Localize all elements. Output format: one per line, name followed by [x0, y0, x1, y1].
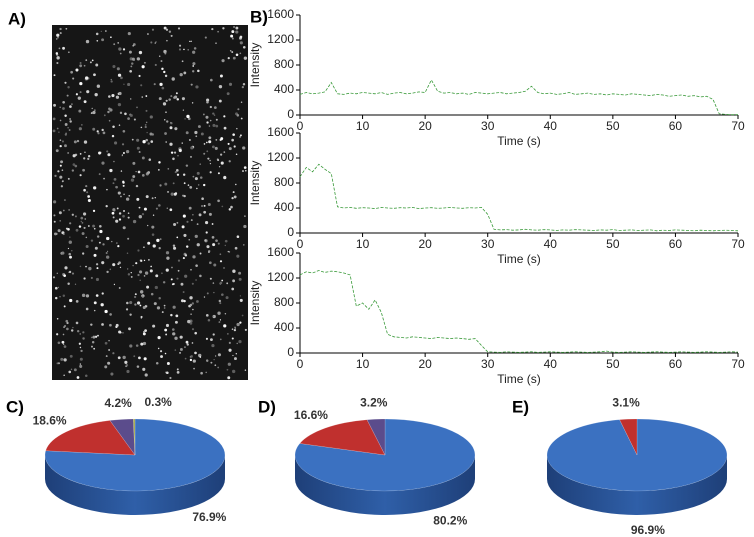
pie-side	[45, 455, 225, 515]
x-axis-label: Time (s)	[497, 134, 541, 148]
x-tick-label: 70	[731, 119, 745, 133]
panel-label: B)	[250, 7, 268, 26]
pie-label: 3.2%	[360, 395, 388, 409]
pie-label: 4.2%	[104, 396, 132, 410]
x-tick-label: 70	[731, 237, 745, 251]
trace	[299, 163, 739, 232]
y-tick-label: 400	[274, 320, 294, 334]
x-axis-label: Time (s)	[497, 252, 541, 266]
y-axis-label: Intensity	[248, 161, 262, 206]
x-tick-label: 40	[544, 357, 558, 371]
x-tick-label: 30	[481, 357, 495, 371]
x-tick-label: 20	[418, 119, 432, 133]
x-tick-label: 30	[481, 237, 495, 251]
x-tick-label: 60	[669, 357, 683, 371]
y-axis-label: Intensity	[248, 43, 262, 88]
pie-side	[295, 455, 475, 515]
pie-slice	[45, 420, 136, 456]
pie-label: 18.6%	[33, 414, 67, 428]
y-tick-label: 0	[287, 225, 294, 239]
pie-label: 96.9%	[631, 523, 665, 537]
y-tick-label: 1200	[267, 32, 294, 46]
x-tick-label: 0	[297, 119, 304, 133]
pie-slice	[133, 418, 136, 456]
x-tick-label: 40	[544, 119, 558, 133]
pie-slice	[44, 418, 226, 492]
y-tick-label: 0	[287, 345, 294, 359]
y-tick-label: 800	[274, 295, 294, 309]
x-tick-label: 40	[544, 237, 558, 251]
y-tick-label: 1600	[267, 125, 294, 139]
x-tick-label: 50	[606, 119, 620, 133]
x-tick-label: 10	[356, 237, 370, 251]
x-tick-label: 0	[297, 357, 304, 371]
x-tick-label: 10	[356, 119, 370, 133]
x-tick-label: 0	[297, 237, 304, 251]
trace	[299, 270, 739, 353]
y-tick-label: 1600	[267, 7, 294, 21]
pie-side	[547, 455, 727, 515]
x-tick-label: 50	[606, 357, 620, 371]
pie-slice	[294, 418, 476, 492]
panel-label: A)	[8, 9, 26, 28]
x-tick-label: 60	[669, 119, 683, 133]
y-tick-label: 1600	[267, 245, 294, 259]
y-tick-label: 1200	[267, 270, 294, 284]
x-tick-label: 70	[731, 357, 745, 371]
panel-label: C)	[6, 397, 24, 416]
panel-label: D)	[258, 397, 276, 416]
y-tick-label: 400	[274, 82, 294, 96]
y-axis-label: Intensity	[248, 281, 262, 326]
pie-label: 16.6%	[294, 408, 328, 422]
x-axis-label: Time (s)	[497, 372, 541, 386]
y-tick-label: 0	[287, 107, 294, 121]
y-tick-label: 800	[274, 175, 294, 189]
pie-label: 3.1%	[612, 395, 640, 409]
pie-slice	[299, 419, 386, 456]
microscopy-image	[52, 25, 248, 380]
panel-label: E)	[512, 397, 529, 416]
y-tick-label: 400	[274, 200, 294, 214]
pie-label: 76.9%	[192, 510, 226, 524]
pie-label: 80.2%	[433, 513, 467, 527]
y-tick-label: 800	[274, 57, 294, 71]
pie-slice	[109, 418, 136, 456]
x-tick-label: 60	[669, 237, 683, 251]
pie-slice	[546, 418, 728, 492]
spots	[52, 26, 248, 380]
x-tick-label: 20	[418, 237, 432, 251]
x-tick-label: 50	[606, 237, 620, 251]
trace	[299, 79, 738, 116]
pie-slice	[619, 418, 638, 456]
x-tick-label: 20	[418, 357, 432, 371]
pie-label: 0.3%	[144, 395, 172, 409]
x-tick-label: 30	[481, 119, 495, 133]
pie-slice	[366, 418, 386, 456]
x-tick-label: 10	[356, 357, 370, 371]
y-tick-label: 1200	[267, 150, 294, 164]
